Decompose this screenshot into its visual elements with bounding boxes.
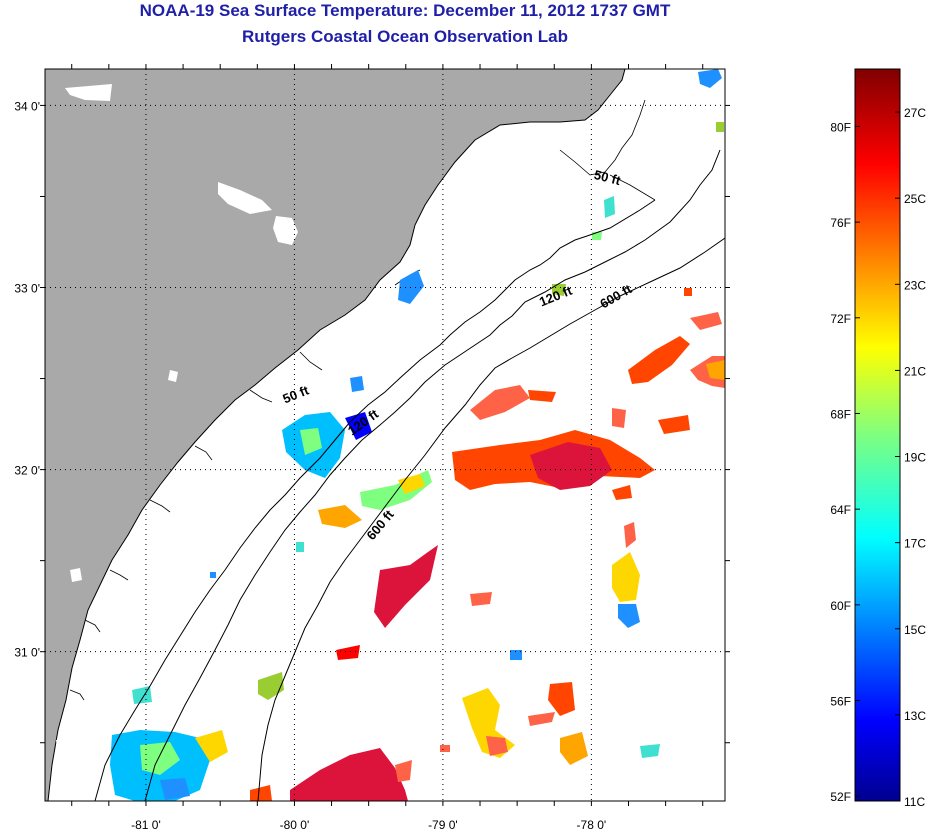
fahrenheit-label: 68F [830, 407, 851, 421]
celsius-label: 19C [904, 451, 926, 465]
fahrenheit-label: 80F [830, 120, 851, 134]
celsius-label: 11C [904, 795, 925, 809]
sst-patches [110, 69, 725, 801]
lon-tick-label: -78 0' [577, 818, 607, 832]
colorbar [854, 68, 901, 802]
lon-tick-label: -81 0' [131, 818, 161, 832]
fahrenheit-label: 60F [830, 599, 851, 613]
fahrenheit-label: 52F [830, 790, 851, 804]
lon-tick-label: -80 0' [280, 818, 310, 832]
celsius-label: 17C [904, 537, 926, 551]
map-title: NOAA-19 Sea Surface Temperature: Decembe… [139, 1, 671, 20]
fahrenheit-label: 72F [830, 312, 851, 326]
celsius-label: 27C [904, 106, 926, 120]
map-frame [44, 68, 726, 802]
map-subtitle: Rutgers Coastal Ocean Observation Lab [242, 27, 568, 46]
celsius-label: 23C [904, 278, 926, 292]
lon-tick-label: -79 0' [428, 818, 458, 832]
depth-contours [94, 149, 725, 801]
celsius-label: 25C [904, 192, 926, 206]
lat-tick-label: 32 0' [14, 464, 40, 478]
celsius-label: 13C [904, 709, 926, 723]
lat-tick-label: 31 0' [14, 646, 40, 660]
depth-contour-label: 50 ft [593, 167, 623, 188]
celsius-label: 15C [904, 623, 926, 637]
land-area [45, 69, 626, 801]
lat-tick-label: 34 0' [14, 99, 40, 113]
fahrenheit-label: 64F [830, 503, 851, 517]
lat-tick-label: 33 0' [14, 282, 40, 296]
fahrenheit-label: 56F [830, 695, 851, 709]
fahrenheit-label: 76F [830, 216, 851, 230]
celsius-label: 21C [904, 364, 926, 378]
